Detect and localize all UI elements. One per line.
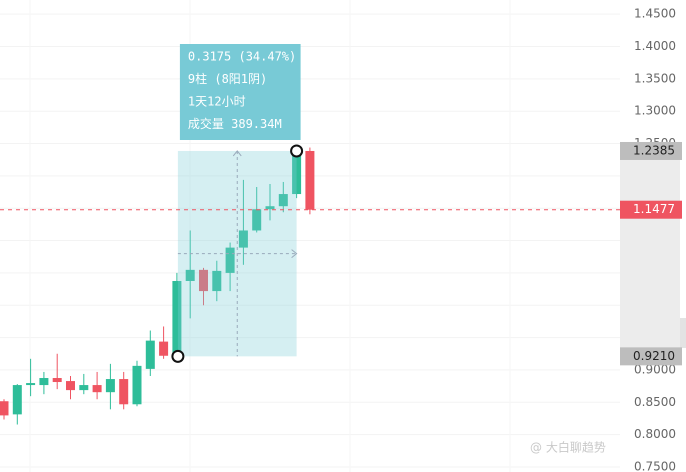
y-tick-label: 0.7500 [634,459,676,472]
candle-body [292,150,302,195]
y-tick-label: 0.9000 [634,362,676,376]
candle-body [52,378,62,383]
candle-body [225,247,235,273]
price-tag [620,141,682,160]
candle-body [159,341,169,356]
price-tag-label: 1.1477 [633,202,675,216]
candle-body [26,383,36,386]
candle-body [39,378,49,386]
candle-body [0,401,9,416]
candle-body [172,280,182,356]
measure-text: 1天12小时 [188,95,246,109]
candle-body [185,269,195,281]
watermark: @ 大白聊趋势 [530,440,606,455]
candle-body [305,150,315,210]
measure-tooltip [179,44,301,140]
y-tick-label: 0.8000 [634,427,676,441]
candle-body [265,206,275,210]
measure-text: 9柱 (8阳1阴) [188,71,267,86]
candle-body [278,194,288,207]
scroll-handle [680,318,686,348]
y-tick-label: 1.4000 [634,39,676,53]
arrow-head [232,150,242,157]
candle-body [252,209,262,231]
measure-text: 成交量 389.34M [188,116,282,131]
candle-body [12,385,22,415]
price-tag-label: 0.9210 [633,349,675,363]
candle-body [238,230,248,248]
y-tick-label: 1.3000 [634,104,676,118]
candle-body [105,379,115,393]
y-tick-label: 0.8500 [634,395,676,409]
y-tick-label: 1.4500 [634,7,676,21]
candle-body [199,269,208,292]
arrow-head [291,249,298,259]
price-tag [620,200,682,219]
candle-body [119,379,129,405]
measure-point [290,144,304,158]
candle-body [145,340,155,369]
candle-body [66,381,75,391]
price-tag [620,347,682,366]
measure-point [171,349,185,363]
measure-text: 0.3175 (34.47%) [188,50,296,64]
candle-body [212,270,222,292]
candle-body [92,385,102,393]
price-tag-label: 1.2385 [633,143,675,157]
axis-range-band [620,150,680,357]
candle-body [132,365,142,405]
y-tick-label: 1.3500 [634,71,676,85]
candle-body [79,385,89,391]
